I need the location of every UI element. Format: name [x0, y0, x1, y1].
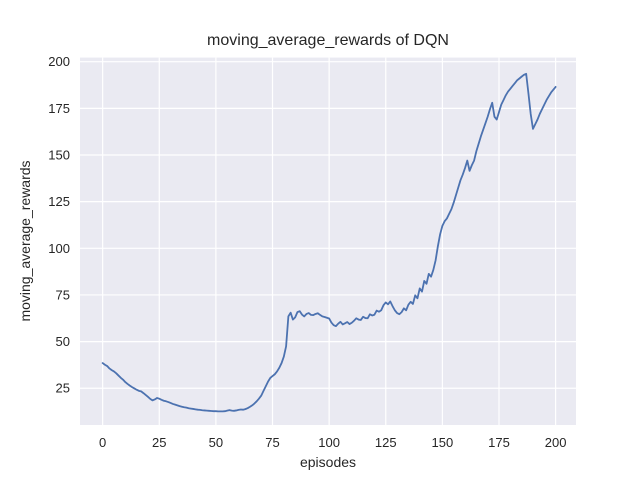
x-tick-label: 25 — [152, 435, 166, 450]
x-tick-label: 175 — [488, 435, 510, 450]
chart-title: moving_average_rewards of DQN — [207, 32, 449, 49]
y-tick-label: 150 — [48, 148, 70, 163]
x-tick-label: 200 — [545, 435, 567, 450]
x-tick-label: 100 — [318, 435, 340, 450]
plot-area — [80, 57, 576, 425]
dqn-reward-line — [101, 72, 557, 413]
y-tick-label: 50 — [56, 334, 70, 349]
y-tick-label: 175 — [48, 101, 70, 116]
x-axis-label: episodes — [300, 454, 356, 470]
y-axis-label: moving_average_rewards — [17, 160, 33, 321]
y-tick-label: 75 — [56, 287, 70, 302]
y-tick-label: 25 — [56, 381, 70, 396]
x-tick-label: 125 — [375, 435, 397, 450]
gridlines — [80, 57, 576, 425]
x-tick-label: 75 — [265, 435, 279, 450]
x-tick-label: 150 — [432, 435, 454, 450]
y-tick-label: 125 — [48, 194, 70, 209]
x-tick-label: 50 — [209, 435, 223, 450]
tick-labels: 0 25 50 75 100 125 150 175 200 25 50 75 100 125 150 175… — [48, 54, 566, 450]
y-tick-label: 100 — [48, 241, 70, 256]
y-tick-label: 200 — [48, 54, 70, 69]
x-tick-label: 0 — [99, 435, 106, 450]
